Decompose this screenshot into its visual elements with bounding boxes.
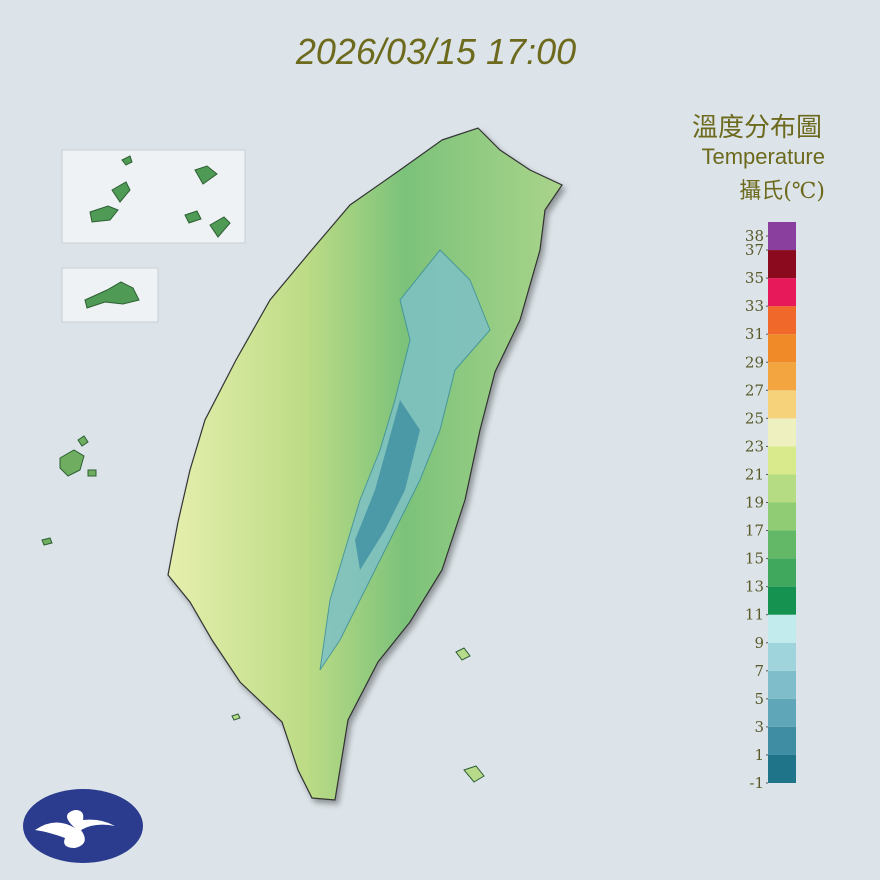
high-peaks [355, 400, 420, 570]
color-step [768, 726, 796, 755]
island-insets [41, 149, 485, 783]
tick-label: 19 [745, 494, 764, 512]
color-step [768, 614, 796, 643]
logo-mark [35, 810, 115, 848]
kinmen-matsu [89, 155, 231, 238]
color-step [768, 558, 796, 587]
timestamp: 2026/03/15 17:00 [295, 31, 576, 72]
tick-label: 35 [745, 269, 764, 287]
color-step [768, 334, 796, 363]
legend-title: 溫度分布圖 [692, 113, 822, 143]
color-step [768, 362, 796, 391]
tick-label: 1 [754, 746, 764, 764]
color-step [768, 530, 796, 559]
color-step [768, 418, 796, 447]
color-step [768, 250, 796, 279]
tick-label: 25 [745, 409, 764, 427]
lanyu-inset [84, 281, 140, 309]
color-step [768, 446, 796, 475]
tick-label: 23 [745, 437, 764, 455]
tick-label: 29 [745, 353, 764, 371]
color-step [768, 278, 796, 307]
color-step [768, 754, 796, 783]
color-step [768, 502, 796, 531]
tick-label: 13 [745, 578, 764, 596]
tick-label: 31 [745, 325, 764, 343]
tick-label: 9 [754, 634, 764, 652]
color-step [768, 474, 796, 503]
color-step [768, 670, 796, 699]
tick-label: 17 [745, 522, 764, 540]
tick-label: 27 [745, 381, 764, 399]
small-islands [231, 647, 485, 783]
penghu [41, 435, 97, 546]
tick-label: -1 [749, 774, 764, 792]
tick-label: 37 [745, 241, 764, 259]
legend-unit: 攝氏(℃) [739, 179, 825, 204]
tick-label: 5 [754, 690, 764, 708]
logo [23, 789, 143, 863]
tick-label: 21 [745, 465, 764, 483]
tick-label: 7 [754, 662, 764, 680]
tick-label: 11 [745, 606, 764, 624]
color-step [768, 390, 796, 419]
color-step [768, 222, 796, 251]
tick-label: 38 [745, 227, 764, 245]
tick-label: 33 [745, 297, 764, 315]
color-step [768, 306, 796, 335]
color-step [768, 642, 796, 671]
color-step [768, 586, 796, 615]
tick-label: 15 [745, 550, 764, 568]
color-step [768, 698, 796, 727]
legend-subtitle: Temperature [701, 144, 825, 169]
tick-label: 3 [754, 718, 764, 736]
